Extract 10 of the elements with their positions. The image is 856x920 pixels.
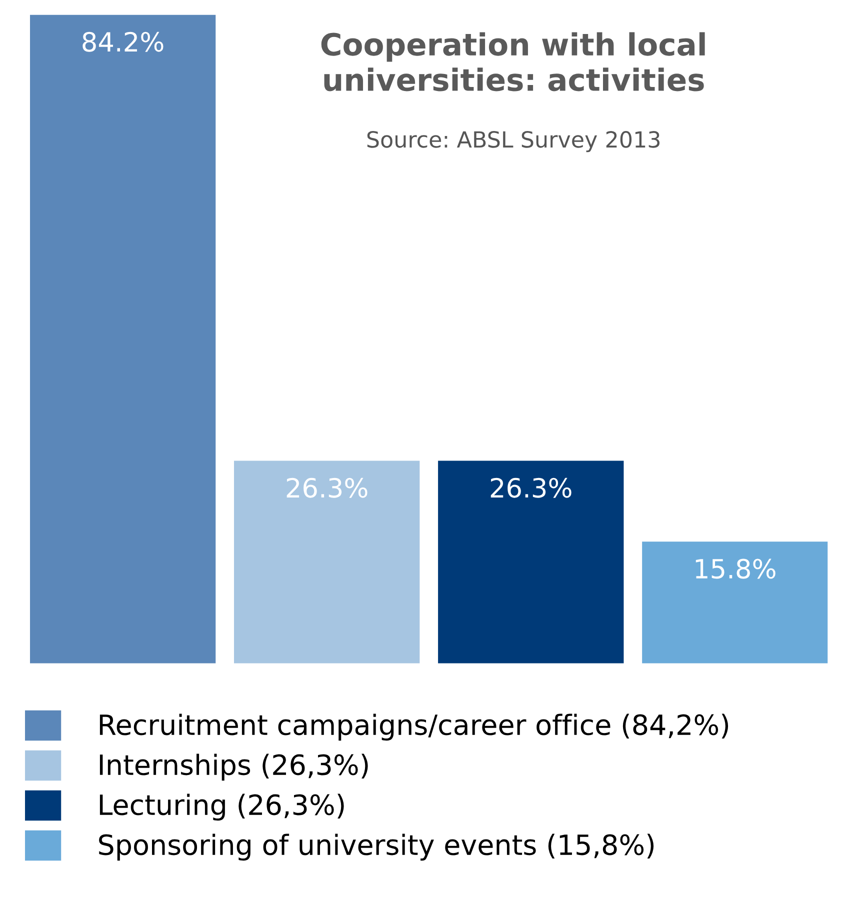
annotation: Source: ABSL Survey 2013 (367, 131, 660, 152)
legend-label: Sponsoring of university events (15,8%) (99, 834, 654, 861)
text: Cooperation with local universities: activities (321, 32, 705, 92)
data-label: 26.3% (490, 478, 572, 498)
data-label: 15.8% (696, 558, 776, 579)
data-label: 84.2% (82, 32, 164, 52)
data-label: 26.3% (286, 478, 368, 498)
legend-label: Internships (26,3%) (100, 754, 368, 781)
legend-label: Recruitment campaigns/career office (84,2%) (100, 714, 728, 741)
legend-label: Lecturing (26,3%) (100, 794, 344, 821)
